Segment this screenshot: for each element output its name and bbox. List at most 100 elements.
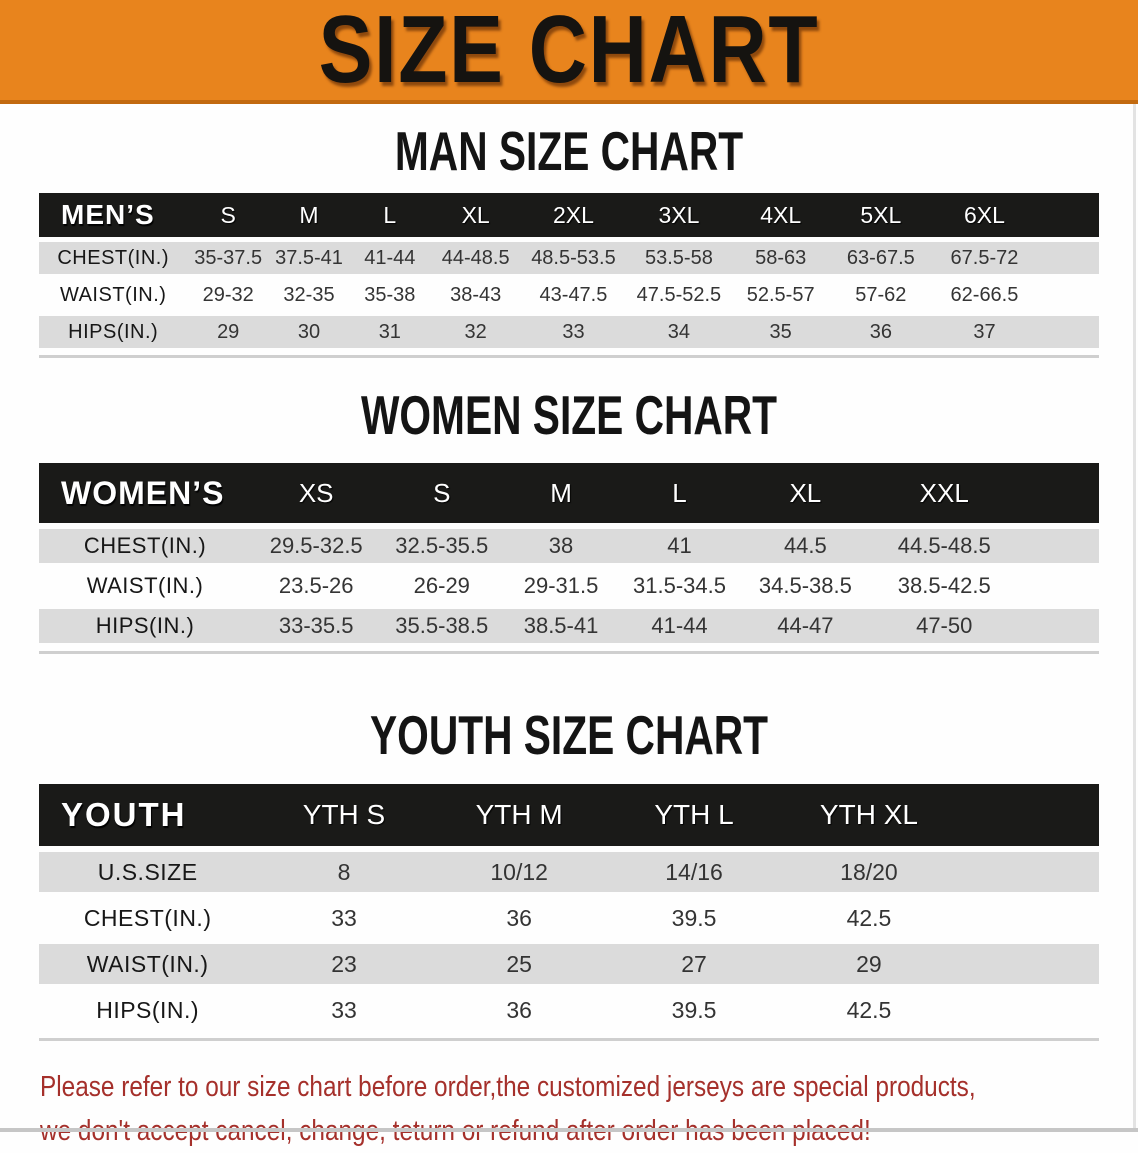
men-size-section: MAN SIZE CHART MEN’S S M L XL 2XL 3XL 4XL 5XL 6XL… <box>0 124 1138 358</box>
men-hips-in-xl: 32 <box>430 316 521 348</box>
men-row-filler <box>1036 279 1099 311</box>
men-row-chest-in: CHEST(IN.) 35-37.5 37.5-41 41-44 44-48.5 48.5… <box>39 242 1099 274</box>
women-waist-in-s: 26-29 <box>381 569 503 603</box>
men-column-header-l: L <box>349 193 431 237</box>
men-hips-in-l: 31 <box>349 316 431 348</box>
women-chest-in-xl: 44.5 <box>739 529 872 563</box>
men-waist-in-3xl: 47.5-52.5 <box>626 279 732 311</box>
youth-u-s-size-yth-xl: 18/20 <box>781 852 957 892</box>
men-chest-in-6xl: 67.5-72 <box>931 242 1037 274</box>
youth-row-filler <box>956 944 1099 984</box>
youth-row-filler <box>956 990 1099 1030</box>
women-column-header-m: M <box>502 463 620 523</box>
women-chest-in-xxl: 44.5-48.5 <box>871 529 1017 563</box>
women-size-table: WOMEN’S XS S M L XL XXL CHEST(IN.) 29.5-32.5 32.5… <box>39 457 1099 649</box>
youth-row-u-s-size: U.S.SIZE 8 10/12 14/16 18/20 <box>39 852 1099 892</box>
men-row-label-chest-in: CHEST(IN.) <box>39 242 188 274</box>
youth-corner-label: YOUTH <box>39 784 257 846</box>
women-row-filler <box>1016 569 1099 603</box>
women-row-label-hips-in: HIPS(IN.) <box>39 609 251 643</box>
women-row-filler <box>1016 529 1099 563</box>
women-waist-in-xxl: 38.5-42.5 <box>871 569 1017 603</box>
youth-row-waist-in: WAIST(IN.) 23 25 27 29 <box>39 944 1099 984</box>
men-chest-in-xl: 44-48.5 <box>430 242 521 274</box>
youth-header-band: YOUTH YTH S YTH M YTH L YTH XL <box>39 784 1099 846</box>
youth-waist-in-yth-l: 27 <box>606 944 782 984</box>
youth-size-table: YOUTH YTH S YTH M YTH L YTH XL U.S.SIZE 8 10/12… <box>39 778 1099 1036</box>
women-hips-in-xs: 33-35.5 <box>251 609 382 643</box>
men-chest-in-3xl: 53.5-58 <box>626 242 732 274</box>
men-hips-in-2xl: 33 <box>520 316 627 348</box>
men-waist-in-6xl: 62-66.5 <box>931 279 1037 311</box>
women-column-header-xl: XL <box>739 463 872 523</box>
youth-u-s-size-yth-s: 8 <box>256 852 432 892</box>
youth-hips-in-yth-m: 36 <box>431 990 607 1030</box>
youth-chest-in-yth-xl: 42.5 <box>781 898 957 938</box>
women-chest-in-m: 38 <box>502 529 620 563</box>
women-row-filler <box>1016 609 1099 643</box>
youth-row-filler <box>956 852 1099 892</box>
women-row-label-chest-in: CHEST(IN.) <box>39 529 251 563</box>
youth-hips-in-yth-xl: 42.5 <box>781 990 957 1030</box>
youth-column-header-yth-xl: YTH XL <box>781 784 957 846</box>
men-waist-in-l: 35-38 <box>349 279 431 311</box>
women-section-heading: WOMEN SIZE CHART <box>360 384 778 446</box>
notice-line-1: Please refer to our size chart before or… <box>40 1071 976 1103</box>
women-column-header-xs: XS <box>251 463 382 523</box>
men-waist-in-xl: 38-43 <box>430 279 521 311</box>
men-chest-in-2xl: 48.5-53.5 <box>520 242 627 274</box>
women-chest-in-s: 32.5-35.5 <box>381 529 503 563</box>
women-column-header-s: S <box>381 463 503 523</box>
men-chest-in-s: 35-37.5 <box>187 242 269 274</box>
women-hips-in-xl: 44-47 <box>739 609 872 643</box>
women-size-section: WOMEN SIZE CHART WOMEN’S XS S M L XL XXL CHEST(… <box>0 384 1138 654</box>
men-column-header-xl: XL <box>430 193 521 237</box>
women-row-chest-in: CHEST(IN.) 29.5-32.5 32.5-35.5 38 41 44.5 44.5… <box>39 529 1099 563</box>
youth-column-header-yth-s: YTH S <box>256 784 432 846</box>
youth-row-label-waist-in: WAIST(IN.) <box>39 944 257 984</box>
men-row-hips-in: HIPS(IN.) 29 30 31 32 33 34 35 36 37 <box>39 316 1099 348</box>
men-chest-in-l: 41-44 <box>349 242 431 274</box>
men-column-header-3xl: 3XL <box>626 193 732 237</box>
youth-chest-in-yth-l: 39.5 <box>606 898 782 938</box>
men-size-table: MEN’S S M L XL 2XL 3XL 4XL 5XL 6XL CHEST(IN.) 35-37… <box>39 188 1099 353</box>
youth-waist-in-yth-s: 23 <box>256 944 432 984</box>
women-hips-in-s: 35.5-38.5 <box>381 609 503 643</box>
women-hips-in-xxl: 47-50 <box>871 609 1017 643</box>
youth-waist-in-yth-xl: 29 <box>781 944 957 984</box>
women-waist-in-l: 31.5-34.5 <box>619 569 740 603</box>
women-row-label-waist-in: WAIST(IN.) <box>39 569 251 603</box>
youth-column-header-yth-l: YTH L <box>606 784 782 846</box>
youth-hips-in-yth-l: 39.5 <box>606 990 782 1030</box>
youth-row-chest-in: CHEST(IN.) 33 36 39.5 42.5 <box>39 898 1099 938</box>
youth-column-header-yth-m: YTH M <box>431 784 607 846</box>
men-waist-in-s: 29-32 <box>187 279 269 311</box>
women-row-waist-in: WAIST(IN.) 23.5-26 26-29 29-31.5 31.5-34.5 34… <box>39 569 1099 603</box>
youth-chest-in-yth-s: 33 <box>256 898 432 938</box>
order-notice: Please refer to our size chart before or… <box>40 1065 1138 1153</box>
men-chest-in-5xl: 63-67.5 <box>829 242 932 274</box>
women-corner-label: WOMEN’S <box>39 463 251 523</box>
women-row-hips-in: HIPS(IN.) 33-35.5 35.5-38.5 38.5-41 41-44 44-… <box>39 609 1099 643</box>
men-column-header-s: S <box>187 193 269 237</box>
men-column-header-2xl: 2XL <box>520 193 627 237</box>
men-chest-in-4xl: 58-63 <box>731 242 830 274</box>
youth-u-s-size-yth-m: 10/12 <box>431 852 607 892</box>
youth-table-bottom-rule <box>39 1038 1099 1041</box>
women-hips-in-m: 38.5-41 <box>502 609 620 643</box>
youth-row-label-u-s-size: U.S.SIZE <box>39 852 257 892</box>
youth-row-hips-in: HIPS(IN.) 33 36 39.5 42.5 <box>39 990 1099 1030</box>
men-hips-in-s: 29 <box>187 316 269 348</box>
men-column-header-5xl: 5XL <box>829 193 932 237</box>
men-band-filler <box>1036 193 1099 237</box>
men-column-header-m: M <box>269 193 350 237</box>
men-column-header-4xl: 4XL <box>731 193 830 237</box>
youth-u-s-size-yth-l: 14/16 <box>606 852 782 892</box>
men-table-bottom-rule <box>39 355 1099 358</box>
right-edge-strip <box>1133 104 1136 1128</box>
youth-hips-in-yth-s: 33 <box>256 990 432 1030</box>
title-banner: SIZE CHART <box>0 0 1138 104</box>
size-charts: MAN SIZE CHART MEN’S S M L XL 2XL 3XL 4XL 5XL 6XL… <box>0 124 1138 1041</box>
youth-row-filler <box>956 898 1099 938</box>
youth-row-label-hips-in: HIPS(IN.) <box>39 990 257 1030</box>
